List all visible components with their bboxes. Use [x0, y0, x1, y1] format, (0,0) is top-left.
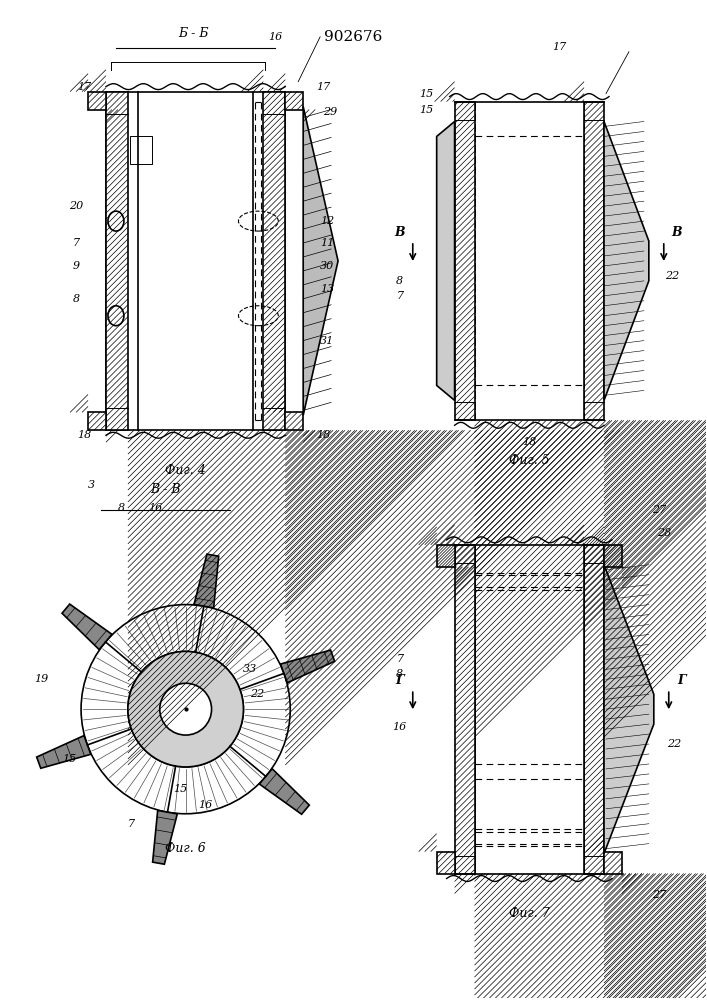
Polygon shape — [584, 102, 604, 420]
Polygon shape — [604, 565, 654, 854]
Polygon shape — [604, 121, 649, 400]
Text: 15: 15 — [419, 105, 434, 115]
Text: 8: 8 — [396, 669, 404, 679]
Circle shape — [160, 683, 211, 735]
Text: 18: 18 — [77, 430, 91, 440]
Polygon shape — [153, 810, 177, 864]
Polygon shape — [194, 554, 218, 608]
Text: 15: 15 — [62, 754, 76, 764]
Text: 8: 8 — [73, 294, 80, 304]
Text: Фиг. 4: Фиг. 4 — [165, 464, 206, 477]
Text: 16: 16 — [199, 800, 213, 810]
Bar — [130, 136, 152, 164]
Text: 16: 16 — [148, 503, 163, 513]
Text: Фиг. 7: Фиг. 7 — [509, 907, 549, 920]
Polygon shape — [604, 852, 622, 874]
Text: 11: 11 — [320, 238, 334, 248]
Text: 27: 27 — [652, 890, 666, 900]
Text: 22: 22 — [665, 271, 679, 281]
Text: Г: Г — [395, 674, 404, 687]
Text: В: В — [672, 226, 682, 239]
Text: 7: 7 — [127, 819, 134, 829]
Text: 7: 7 — [396, 654, 404, 664]
Polygon shape — [303, 107, 338, 415]
Text: 8: 8 — [396, 276, 404, 286]
Polygon shape — [285, 92, 303, 110]
Circle shape — [128, 651, 243, 767]
Text: Фиг. 5: Фиг. 5 — [509, 454, 549, 467]
Text: 13: 13 — [320, 284, 334, 294]
Text: 7: 7 — [73, 238, 80, 248]
Polygon shape — [437, 121, 455, 400]
Text: Фиг. 6: Фиг. 6 — [165, 842, 206, 855]
Text: 902676: 902676 — [324, 30, 382, 44]
Text: 16: 16 — [268, 32, 282, 42]
Text: 3: 3 — [88, 480, 95, 490]
Text: 22: 22 — [667, 739, 681, 749]
Text: 30: 30 — [320, 261, 334, 271]
Text: 8: 8 — [117, 503, 124, 513]
Text: 7: 7 — [396, 291, 404, 301]
Polygon shape — [281, 650, 334, 683]
Text: 17: 17 — [316, 82, 330, 92]
Text: 17: 17 — [77, 82, 91, 92]
Polygon shape — [584, 545, 604, 874]
Circle shape — [128, 651, 243, 767]
Polygon shape — [106, 92, 128, 430]
Text: 12: 12 — [320, 216, 334, 226]
Polygon shape — [62, 604, 112, 650]
Text: В: В — [395, 226, 405, 239]
Polygon shape — [259, 769, 309, 814]
Text: 17: 17 — [552, 42, 566, 52]
Polygon shape — [437, 545, 455, 567]
Text: 15: 15 — [173, 784, 188, 794]
Polygon shape — [88, 92, 106, 110]
Polygon shape — [263, 92, 285, 430]
Text: 18: 18 — [316, 430, 330, 440]
Text: Б - Б: Б - Б — [178, 27, 209, 40]
Text: 31: 31 — [320, 336, 334, 346]
Text: В - В: В - В — [151, 483, 181, 496]
Text: 9: 9 — [73, 261, 80, 271]
Polygon shape — [455, 102, 474, 420]
Polygon shape — [604, 545, 622, 567]
Circle shape — [81, 605, 291, 814]
Text: 16: 16 — [392, 722, 407, 732]
Text: 29: 29 — [323, 107, 337, 117]
Text: Г: Г — [677, 674, 686, 687]
Text: 18: 18 — [522, 437, 537, 447]
Polygon shape — [37, 736, 90, 768]
Polygon shape — [437, 852, 455, 874]
Text: 33: 33 — [243, 664, 257, 674]
Polygon shape — [455, 545, 474, 874]
Text: 20: 20 — [69, 201, 83, 211]
Text: 15: 15 — [419, 89, 434, 99]
Text: 22: 22 — [250, 689, 264, 699]
Text: 28: 28 — [657, 528, 671, 538]
Text: 19: 19 — [34, 674, 48, 684]
Polygon shape — [285, 412, 303, 430]
Polygon shape — [88, 412, 106, 430]
Text: 27: 27 — [652, 505, 666, 515]
